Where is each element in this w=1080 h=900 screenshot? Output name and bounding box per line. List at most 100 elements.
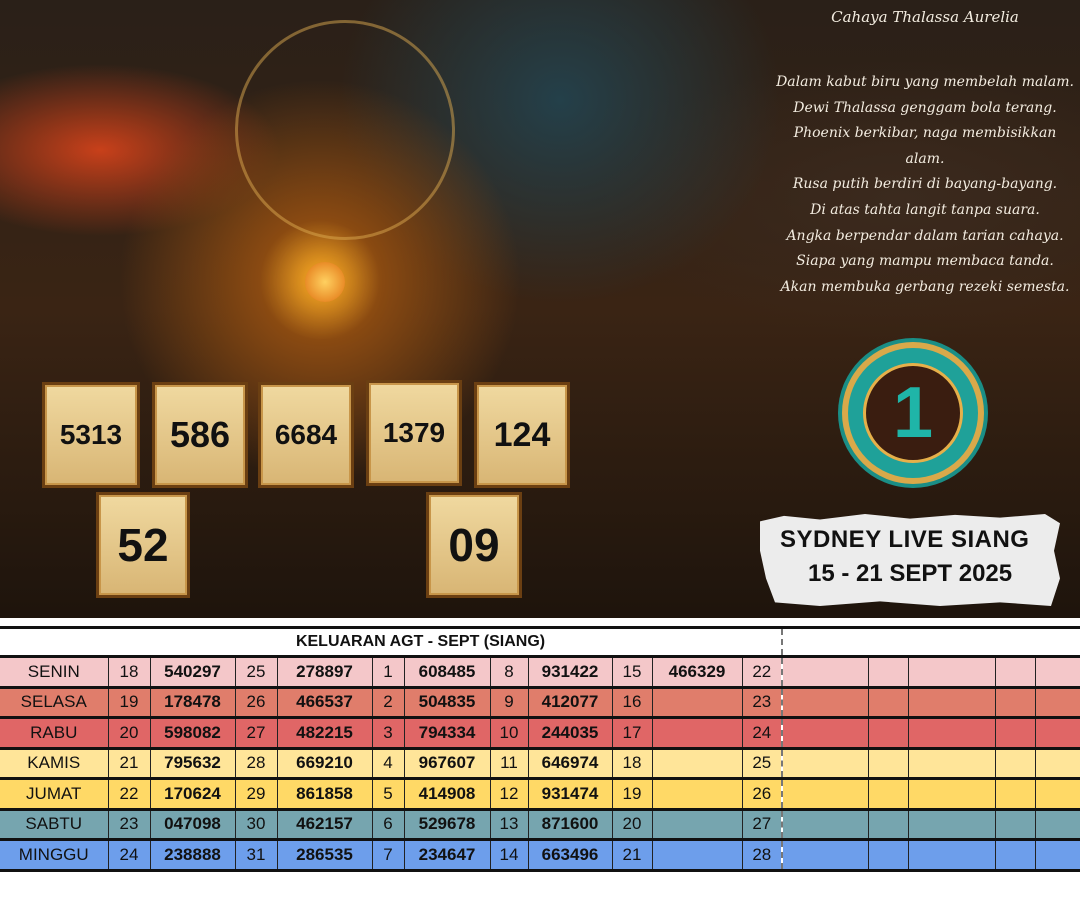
table-title-row: KELUARAN AGT - SEPT (SIANG) [0, 626, 1080, 657]
result-cell: 047098 [149, 807, 236, 840]
table-row: KAMIS 21 795632 28 669210 4 967607 11 646974 18 25 [0, 746, 1080, 779]
result-cell: 466329 [651, 655, 743, 688]
table-row: JUMAT 22 170624 29 861858 5 414908 12 931474 19 26 [0, 777, 1080, 810]
date-cell: 26 [234, 685, 278, 718]
badge-number: 1 [863, 363, 963, 463]
result-cell: 931474 [527, 777, 613, 810]
empty-cell [994, 746, 1036, 779]
result-cell: 529678 [403, 807, 491, 840]
result-cell: 462157 [276, 807, 373, 840]
day-cell: SENIN [0, 655, 109, 688]
result-cell [651, 746, 743, 779]
result-cell: 931422 [527, 655, 613, 688]
prediction-tile-3d: 124 [474, 382, 570, 488]
date-cell: 27 [741, 807, 784, 840]
result-cell: 170624 [149, 777, 236, 810]
date-cell: 23 [107, 807, 151, 840]
date-cell: 15 [611, 655, 653, 688]
prediction-tile-2d: 09 [426, 492, 522, 598]
result-cell: 646974 [527, 746, 613, 779]
result-cell: 871600 [527, 807, 613, 840]
result-cell: 795632 [149, 746, 236, 779]
date-cell: 16 [611, 685, 653, 718]
empty-cell [781, 655, 869, 688]
result-cell: 412077 [527, 685, 613, 718]
result-cell [651, 807, 743, 840]
result-cell: 278897 [276, 655, 373, 688]
prediction-tile-4d: 5313 [42, 382, 140, 488]
empty-cell [867, 807, 909, 840]
empty-cell [907, 746, 996, 779]
prediction-tile-4d: 6684 [258, 382, 354, 488]
table-row: MINGGU 24 238888 31 286535 7 234647 14 663496 21 2… [0, 838, 1080, 872]
empty-cell [1034, 807, 1080, 840]
empty-cell [994, 807, 1036, 840]
day-cell: SELASA [0, 685, 109, 718]
empty-cell [907, 807, 996, 840]
date-cell: 11 [489, 746, 529, 779]
result-cell: 861858 [276, 777, 373, 810]
date-cell: 21 [107, 746, 151, 779]
table-row: RABU 20 598082 27 482215 3 794334 10 244035 17 24 [0, 716, 1080, 749]
date-cell: 17 [611, 716, 653, 749]
date-cell: 30 [234, 807, 278, 840]
result-cell [651, 777, 743, 810]
date-cell: 18 [611, 746, 653, 779]
poem-line: Rusa putih berdiri di bayang-bayang. [792, 176, 1058, 193]
empty-cell [1034, 838, 1080, 872]
banner-title: SYDNEY LIVE SIANG [780, 526, 1030, 553]
date-cell: 26 [741, 777, 784, 810]
empty-cell [781, 746, 869, 779]
empty-cell [907, 838, 996, 872]
table-row: SENIN 18 540297 25 278897 1 608485 8 931422 15 466… [0, 655, 1080, 688]
poem: Cahaya Thalassa Aurelia Dalam kabut biru… [775, 8, 1075, 300]
empty-cell [1034, 777, 1080, 810]
table-title: KELUARAN AGT - SEPT (SIANG) [0, 626, 784, 657]
day-cell: JUMAT [0, 777, 109, 810]
banner-date: 15 - 21 SEPT 2025 [808, 560, 1013, 587]
result-cell: 669210 [276, 746, 373, 779]
date-cell: 19 [107, 685, 151, 718]
empty-cell [994, 716, 1036, 749]
date-cell: 8 [489, 655, 529, 688]
day-cell: MINGGU [0, 838, 109, 872]
hero-artwork: Cahaya Thalassa Aurelia Dalam kabut biru… [0, 0, 1080, 618]
date-cell: 13 [489, 807, 529, 840]
orb-glow [305, 262, 345, 302]
date-cell: 25 [234, 655, 278, 688]
empty-cell [1034, 716, 1080, 749]
table-row: SABTU 23 047098 30 462157 6 529678 13 871600 20 27 [0, 807, 1080, 840]
poem-line: Dalam kabut biru yang membelah malam. [776, 74, 1074, 90]
poem-line: Dewi Thalassa genggam bola terang. [793, 99, 1057, 116]
empty-cell [994, 685, 1036, 718]
date-cell: 31 [234, 838, 278, 872]
empty-cell [1034, 685, 1080, 718]
date-cell: 7 [371, 838, 405, 872]
result-cell: 598082 [149, 716, 236, 749]
result-cell: 238888 [149, 838, 236, 872]
result-cell [651, 838, 743, 872]
result-cell [651, 685, 743, 718]
day-cell: RABU [0, 716, 109, 749]
date-cell: 2 [371, 685, 405, 718]
poem-line: Siapa yang mampu membaca tanda. [796, 253, 1054, 270]
empty-cell [994, 838, 1036, 872]
empty-cell [867, 746, 909, 779]
result-cell: 504835 [403, 685, 491, 718]
date-cell: 29 [234, 777, 278, 810]
empty-cell [867, 838, 909, 872]
prediction-tile-2d: 52 [96, 492, 190, 598]
empty-cell [781, 838, 869, 872]
empty-cell [907, 685, 996, 718]
date-cell: 24 [741, 716, 784, 749]
poem-line: Phoenix berkibar, naga membisikkan alam. [793, 125, 1057, 167]
result-cell: 482215 [276, 716, 373, 749]
poem-line: Di atas tahta langit tanpa suara. [810, 201, 1040, 218]
result-cell: 466537 [276, 685, 373, 718]
empty-cell [867, 777, 909, 810]
date-cell: 3 [371, 716, 405, 749]
result-cell: 967607 [403, 746, 491, 779]
date-cell: 22 [741, 655, 784, 688]
date-cell: 19 [611, 777, 653, 810]
prediction-tile-4d: 1379 [366, 380, 462, 486]
